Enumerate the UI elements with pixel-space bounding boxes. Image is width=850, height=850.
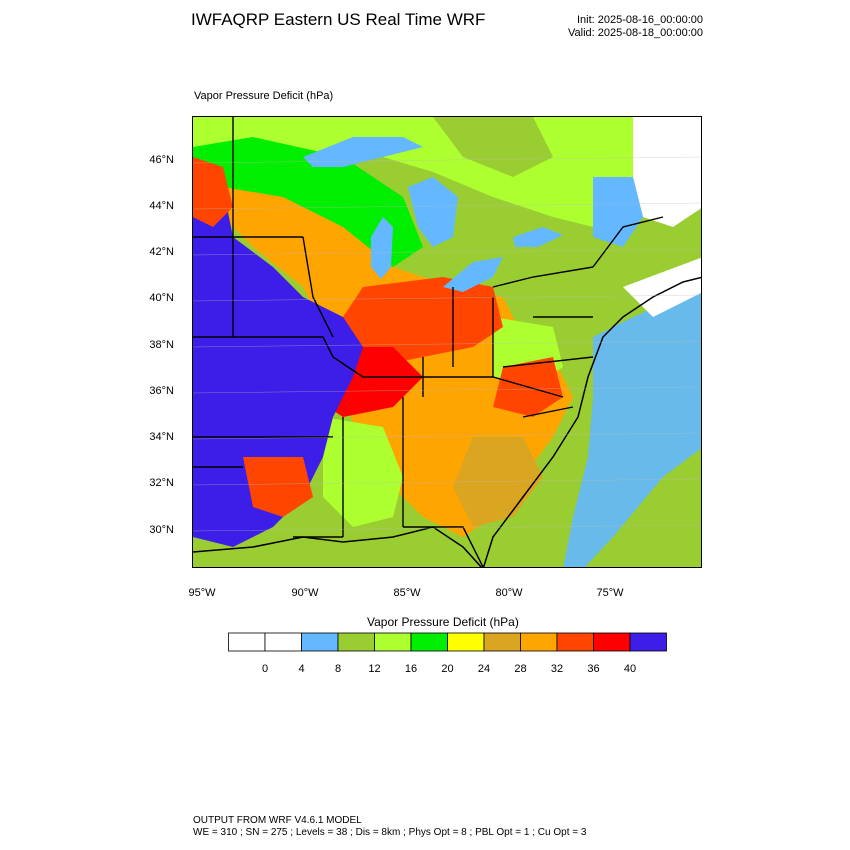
lake-erie [443,257,503,292]
lat-label-34: 34°N [149,431,174,443]
lat-label-32: 32°N [149,477,174,489]
colorbar-swatch [410,632,448,652]
valid-time: Valid: 2025-08-18_00:00:00 [568,27,703,39]
colorbar-swatch [593,632,631,652]
lat-label-42: 42°N [149,246,174,258]
lat-label-30: 30°N [149,524,174,536]
lat-label-44: 44°N [149,200,174,212]
footer-model: OUTPUT FROM WRF V4.6.1 MODEL [193,815,362,826]
atlantic-coastline [482,276,701,567]
colorbar-label: 28 [514,663,527,675]
lake-ontario [513,227,563,247]
colorbar-swatch [520,632,558,652]
lon-label-80: 80°W [495,587,523,599]
colorbar-label: 32 [550,663,564,675]
colorbar-label: 24 [477,663,491,675]
southeast-region-28 [453,437,543,527]
louisiana-dry-region [243,457,313,517]
canada-north-region [433,117,553,177]
map-panel [192,116,702,568]
canada-region [193,117,701,227]
gulf-coastline [193,526,483,567]
colorbar-label: 16 [404,663,418,675]
vpd-map [193,117,701,567]
colorbar-swatch [447,632,485,652]
colorbar-swatch [629,632,667,652]
ocean-moist-region [563,287,701,567]
colorbar-title: Vapor Pressure Deficit (hPa) [367,615,519,629]
colorbar-swatch [374,632,412,652]
footer-config: WE = 310 ; SN = 275 ; Levels = 38 ; Dis … [193,827,587,838]
colorbar-label: 36 [587,663,600,675]
lat-label-46: 46°N [149,154,174,166]
colorbar-swatch [556,632,594,652]
colorbar-label: 0 [261,663,269,675]
state-boundaries [193,117,664,567]
colorbar-label: 4 [298,663,305,675]
colorbar-label: 40 [623,663,637,675]
colorbar [228,632,667,652]
lon-label-95: 95°W [188,587,216,599]
lat-label-38: 38°N [149,339,174,351]
colorbar-swatch [301,632,339,652]
lat-label-40: 40°N [149,292,174,304]
colorbar-label: 12 [368,663,381,675]
northeast-moist-region [593,177,643,247]
colorbar-swatch [337,632,375,652]
field-label: Vapor Pressure Deficit (hPa) [194,90,334,102]
grid-lines [193,156,701,532]
upper-midwest-region [193,137,423,267]
lon-label-90: 90°W [291,587,319,599]
lake-huron [408,177,458,247]
dakota-dry-region [193,157,233,227]
lon-label-75: 75°W [596,587,624,599]
colorbar-swatch [483,632,521,652]
lake-superior [303,137,423,167]
new-england-low-vpd [633,117,701,227]
ocean-low-vpd [623,257,701,317]
map-title: IWFAQRP Eastern US Real Time WRF [191,10,486,29]
lat-label-36: 36°N [149,385,174,397]
lake-michigan [371,217,393,279]
init-time: Init: 2025-08-16_00:00:00 [577,14,703,26]
lon-label-85: 85°W [393,587,421,599]
colorbar-swatch [228,632,266,652]
ohio-valley-region [343,277,503,367]
colorbar-label: 8 [334,663,342,675]
colorbar-swatch [264,632,302,652]
colorbar-label: 20 [441,663,454,675]
